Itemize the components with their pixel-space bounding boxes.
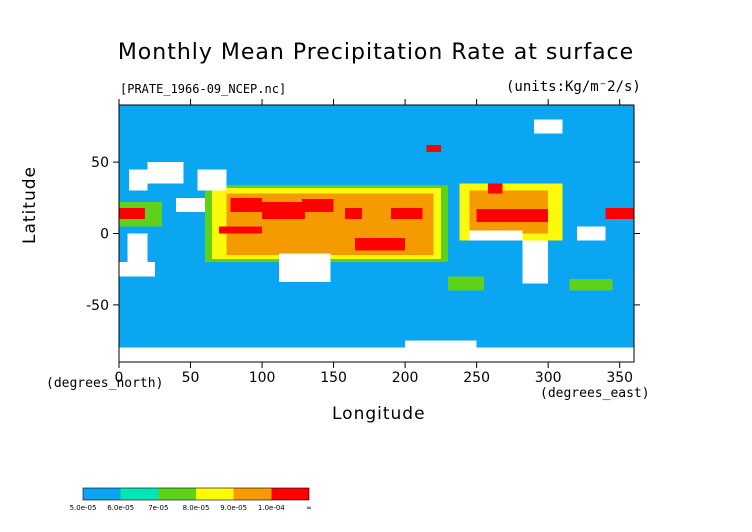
x-tick-label-250: 250 <box>463 370 490 386</box>
x-axis-unit: (degrees_east) <box>540 386 650 401</box>
x-axis-title: Longitude <box>332 404 426 424</box>
precip-region-ge_1e-04-0 <box>119 207 145 220</box>
colorbar-label-2: 7e-05 <box>148 504 168 512</box>
colorbar-swatch-3 <box>196 488 234 500</box>
precip-region-lt_5e-05-4 <box>197 169 227 191</box>
colorbar-swatch-1 <box>120 488 159 500</box>
colorbar-label-0: 5.0e-05 <box>70 504 97 512</box>
source-file-label: [PRATE_1966-09_NCEP.nc] <box>120 82 287 96</box>
precip-region-ge_1e-04-1 <box>230 197 263 213</box>
colorbar-swatch-4 <box>233 488 272 500</box>
precip-region-lt_5e-05-0 <box>127 233 148 263</box>
x-tick-label-0: 0 <box>115 370 124 386</box>
precip-region-lt_5e-05-9 <box>119 347 634 362</box>
precip-region-ge_1e-04-10 <box>488 183 503 194</box>
precip-region-ge_1e-04-5 <box>390 207 423 220</box>
precip-region-ge_1e-04-9 <box>605 207 634 220</box>
units-label: (units:Kg/m⁻2/s) <box>506 79 641 95</box>
precip-region-lt_5e-05-6 <box>469 230 523 241</box>
precip-region-lt_5e-05-3 <box>147 162 184 184</box>
precip-region-lt_5e-05-7 <box>522 240 549 284</box>
precip-region-7e-05_to_8e-05-3 <box>569 279 613 291</box>
precip-region-lt_5e-05-8 <box>576 226 606 241</box>
colorbar-swatch-2 <box>158 488 196 500</box>
y-tick-label--50: -50 <box>86 298 109 314</box>
colorbar-swatch-0 <box>83 488 121 500</box>
x-tick-label-100: 100 <box>249 370 276 386</box>
x-tick-label-350: 350 <box>606 370 633 386</box>
precip-region-lt_5e-05-1 <box>119 262 155 277</box>
x-tick-label-150: 150 <box>320 370 347 386</box>
colorbar-label-4: 9.0e-05 <box>220 504 247 512</box>
precip-region-ge_1e-04-6 <box>355 237 406 251</box>
colorbar-label-3: 8.0e-05 <box>183 504 210 512</box>
precip-region-lt_5e-05-12 <box>533 119 563 134</box>
x-tick-label-50: 50 <box>182 370 200 386</box>
y-tick-label-0: 0 <box>100 227 109 243</box>
colorbar-label-5: 1.0e-04 <box>258 504 285 512</box>
y-axis-unit: (degrees_north) <box>46 376 164 391</box>
colorbar-label-1: 6.0e-05 <box>107 504 134 512</box>
precip-region-ge_1e-04-8 <box>476 209 549 223</box>
colorbar-frame <box>82 487 310 501</box>
colorbar-swatch-5 <box>271 488 309 500</box>
precip-region-ge_1e-04-3 <box>302 199 334 213</box>
precip-region-lt_5e-05-5 <box>279 253 331 283</box>
x-tick-label-200: 200 <box>392 370 419 386</box>
x-tick-label-300: 300 <box>535 370 562 386</box>
precip-region-ge_1e-04-4 <box>345 207 363 220</box>
precip-region-lt_5e-05-2 <box>129 169 148 191</box>
precip-region-ge_1e-04-2 <box>262 202 305 220</box>
precip-region-ge_1e-04-7 <box>219 226 263 234</box>
precip-region-7e-05_to_8e-05-2 <box>448 276 484 291</box>
precip-region-lt_5e-05-10 <box>405 340 477 362</box>
precip-region-lt_5e-05-11 <box>176 197 205 213</box>
precip-region-ge_1e-04-11 <box>426 144 441 153</box>
colorbar-label-6: ∞ <box>306 504 312 512</box>
y-tick-label-50: 50 <box>91 155 109 171</box>
chart-title: Monthly Mean Precipitation Rate at surfa… <box>117 40 635 65</box>
